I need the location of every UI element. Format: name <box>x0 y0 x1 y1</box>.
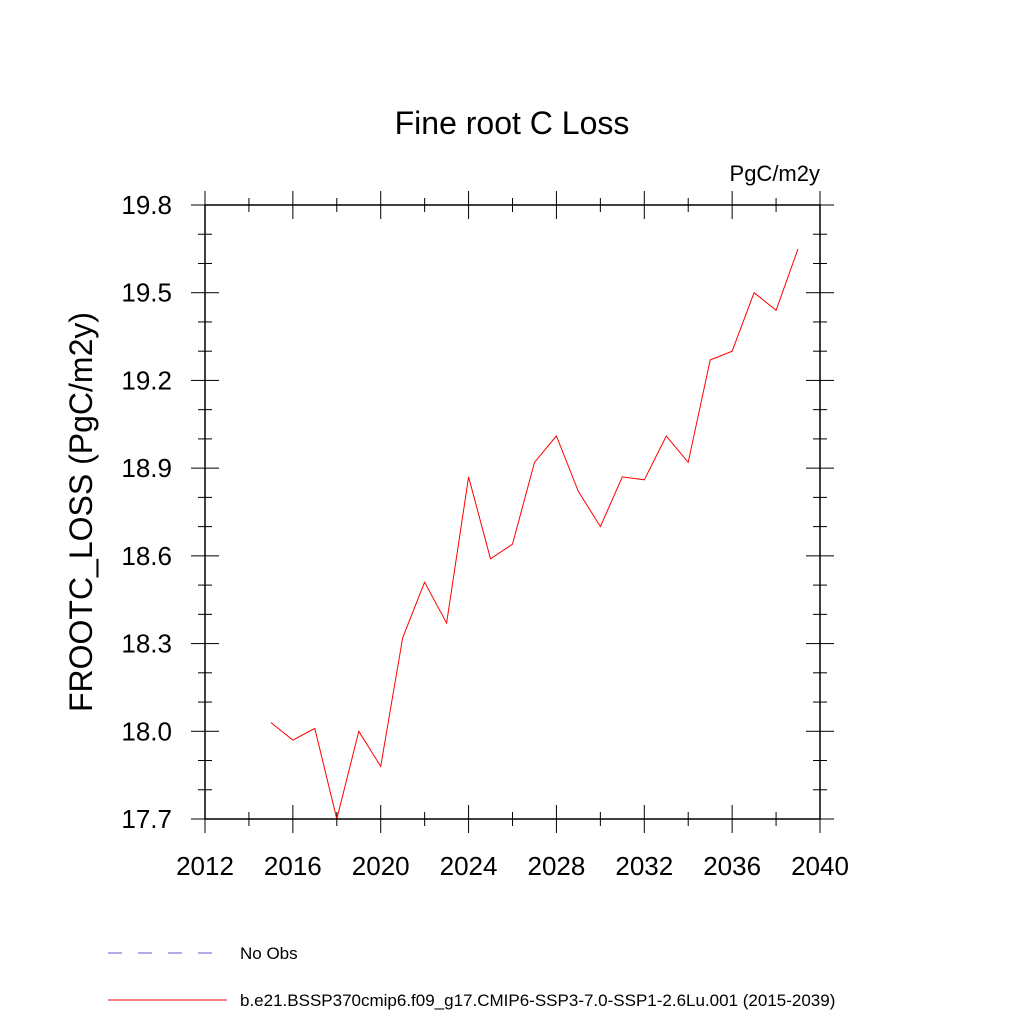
legend-label: No Obs <box>240 944 298 963</box>
legend: No Obs b.e21.BSSP370cmip6.f09_g17.CMIP6-S… <box>108 944 835 1010</box>
legend-label: b.e21.BSSP370cmip6.f09_g17.CMIP6-SSP3-7.… <box>240 991 835 1010</box>
series-layer <box>270 248 799 820</box>
x-tick-label: 2032 <box>615 851 673 881</box>
x-tick-label: 2028 <box>528 851 586 881</box>
axis-ticks <box>191 191 834 833</box>
y-tick-label: 18.9 <box>121 453 172 483</box>
x-tick-label: 2040 <box>791 851 849 881</box>
y-tick-label: 18.0 <box>121 716 172 746</box>
y-tick-label: 19.5 <box>121 278 172 308</box>
axis-tick-labels: 2012 2016 2020 2024 2028 2032 2036 2040 17.7 18.0… <box>121 190 849 881</box>
y-tick-label: 19.2 <box>121 365 172 395</box>
plot-frame <box>204 204 821 820</box>
units-label: PgC/m2y <box>730 161 820 186</box>
series-line <box>270 248 799 820</box>
y-axis-label: FROOTC_LOSS (PgC/m2y) <box>63 312 99 712</box>
chart-title: Fine root C Loss <box>395 105 630 141</box>
x-tick-label: 2024 <box>440 851 498 881</box>
x-tick-label: 2012 <box>176 851 234 881</box>
x-tick-label: 2016 <box>264 851 322 881</box>
y-tick-label: 18.3 <box>121 629 172 659</box>
y-tick-label: 19.8 <box>121 190 172 220</box>
y-tick-label: 17.7 <box>121 804 172 834</box>
x-tick-label: 2036 <box>703 851 761 881</box>
y-tick-label: 18.6 <box>121 541 172 571</box>
x-tick-label: 2020 <box>352 851 410 881</box>
